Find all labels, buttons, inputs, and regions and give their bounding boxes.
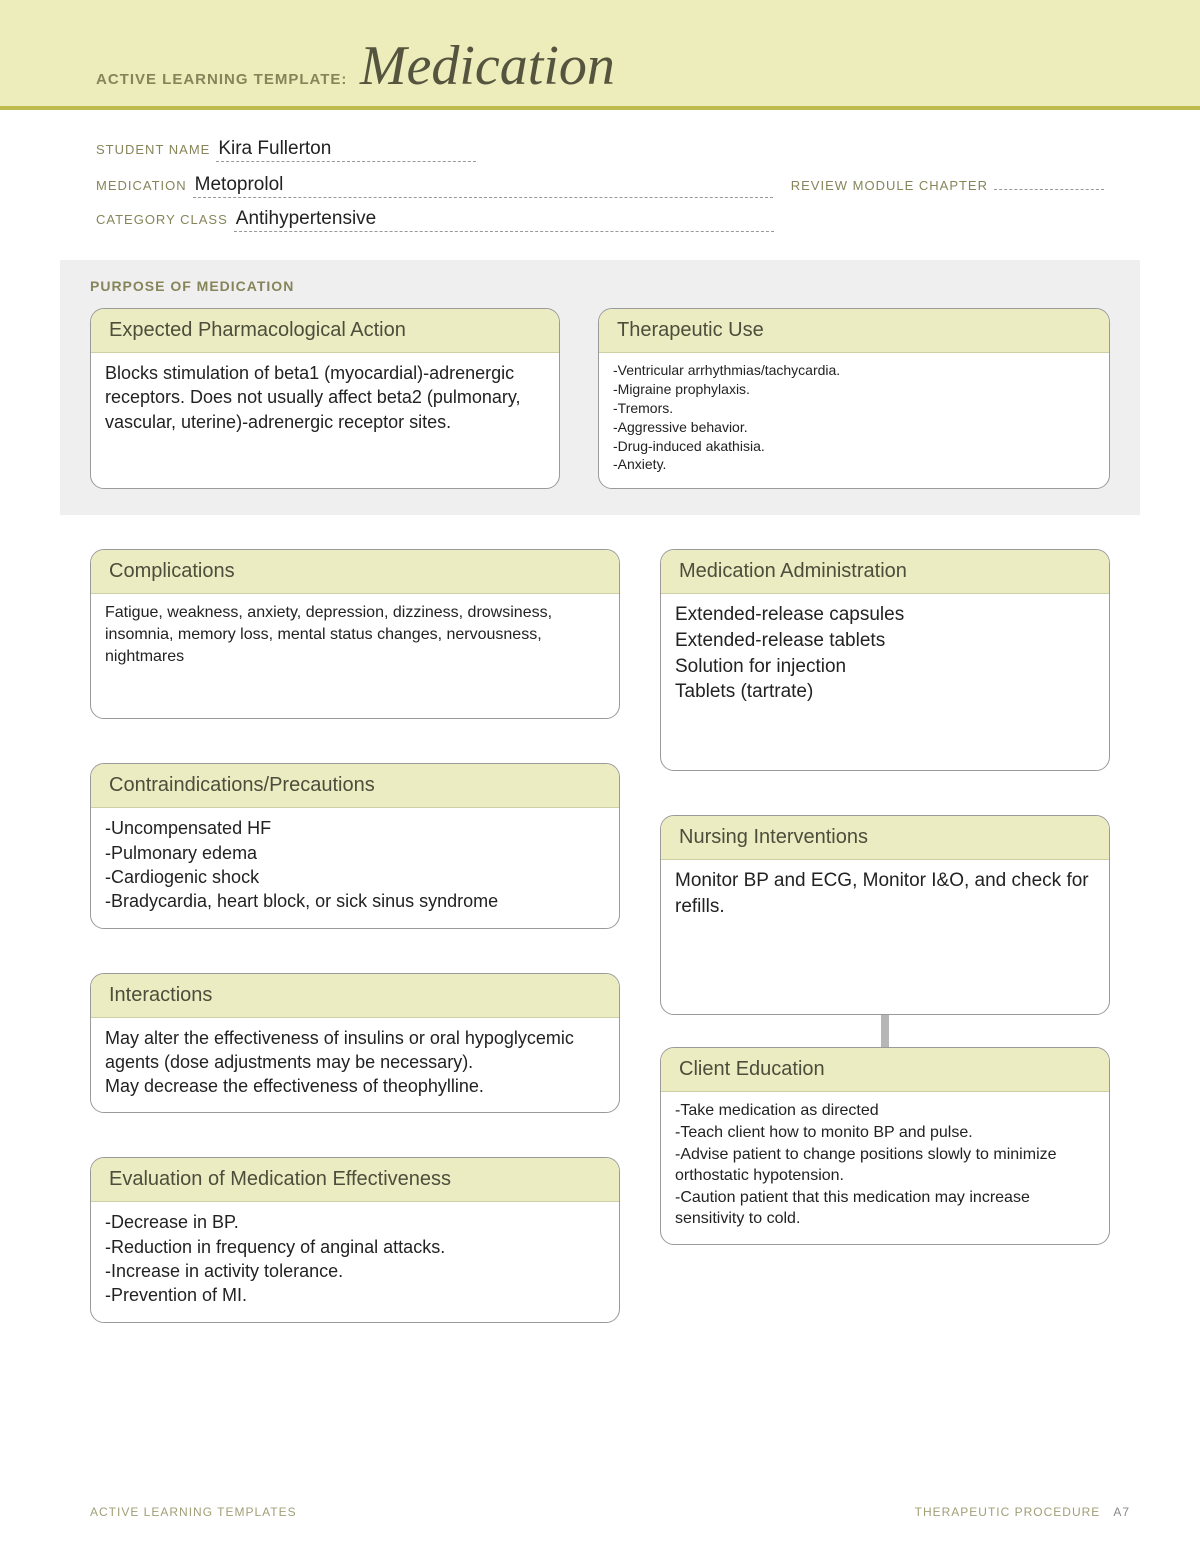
card-therapeutic-use: Therapeutic Use -Ventricular arrhythmias… — [598, 308, 1110, 489]
card-pharm-body: Blocks stimulation of beta1 (myocardial)… — [91, 353, 559, 448]
banner-prefix: ACTIVE LEARNING TEMPLATE: — [96, 71, 347, 88]
column-right: Medication Administration Extended-relea… — [660, 549, 1110, 1322]
card-pharm-title: Expected Pharmacological Action — [91, 309, 559, 353]
edu-body: -Take medication as directed -Teach clie… — [661, 1092, 1109, 1244]
card-nursing: Nursing Interventions Monitor BP and ECG… — [660, 815, 1110, 1015]
footer-left: ACTIVE LEARNING TEMPLATES — [90, 1505, 297, 1519]
eval-title: Evaluation of Medication Effectiveness — [91, 1158, 619, 1202]
medication-value: Metoprolol — [193, 174, 773, 198]
complications-title: Complications — [91, 550, 619, 594]
contra-title: Contraindications/Precautions — [91, 764, 619, 808]
nursing-title: Nursing Interventions — [661, 816, 1109, 860]
card-use-title: Therapeutic Use — [599, 309, 1109, 353]
category-label: CATEGORY CLASS — [96, 212, 228, 227]
footer-page: A7 — [1113, 1505, 1130, 1519]
contra-body: -Uncompensated HF -Pulmonary edema -Card… — [91, 808, 619, 927]
card-evaluation: Evaluation of Medication Effectiveness -… — [90, 1157, 620, 1322]
review-value — [994, 172, 1104, 190]
connector — [881, 1015, 889, 1047]
purpose-block: PURPOSE OF MEDICATION Expected Pharmacol… — [60, 260, 1140, 515]
complications-body: Fatigue, weakness, anxiety, depression, … — [91, 594, 619, 681]
footer-right: THERAPEUTIC PROCEDURE — [915, 1505, 1101, 1519]
banner-title: Medication — [360, 34, 615, 98]
card-interactions: Interactions May alter the effectiveness… — [90, 973, 620, 1114]
admin-title: Medication Administration — [661, 550, 1109, 594]
card-client-education: Client Education -Take medication as dir… — [660, 1047, 1110, 1245]
column-left: Complications Fatigue, weakness, anxiety… — [90, 549, 620, 1322]
edu-title: Client Education — [661, 1048, 1109, 1092]
student-label: STUDENT NAME — [96, 142, 210, 157]
category-value: Antihypertensive — [234, 208, 774, 232]
medication-label: MEDICATION — [96, 178, 187, 193]
card-contraindications: Contraindications/Precautions -Uncompens… — [90, 763, 620, 928]
card-complications: Complications Fatigue, weakness, anxiety… — [90, 549, 620, 719]
interactions-title: Interactions — [91, 974, 619, 1018]
admin-body: Extended-release capsules Extended-relea… — [661, 594, 1109, 719]
footer: ACTIVE LEARNING TEMPLATES THERAPEUTIC PR… — [90, 1505, 1130, 1519]
card-administration: Medication Administration Extended-relea… — [660, 549, 1110, 771]
main-grid: Complications Fatigue, weakness, anxiety… — [0, 515, 1200, 1322]
purpose-heading: PURPOSE OF MEDICATION — [90, 278, 1110, 294]
nursing-body: Monitor BP and ECG, Monitor I&O, and che… — [661, 860, 1109, 933]
student-value: Kira Fullerton — [216, 138, 476, 162]
interactions-body: May alter the effectiveness of insulins … — [91, 1018, 619, 1113]
review-label: REVIEW MODULE CHAPTER — [791, 178, 988, 193]
eval-body: -Decrease in BP. -Reduction in frequency… — [91, 1202, 619, 1321]
banner: ACTIVE LEARNING TEMPLATE: Medication — [0, 0, 1200, 110]
card-pharm-action: Expected Pharmacological Action Blocks s… — [90, 308, 560, 489]
header-fields: STUDENT NAME Kira Fullerton MEDICATION M… — [0, 110, 1200, 260]
card-use-body: -Ventricular arrhythmias/tachycardia. -M… — [599, 353, 1109, 488]
